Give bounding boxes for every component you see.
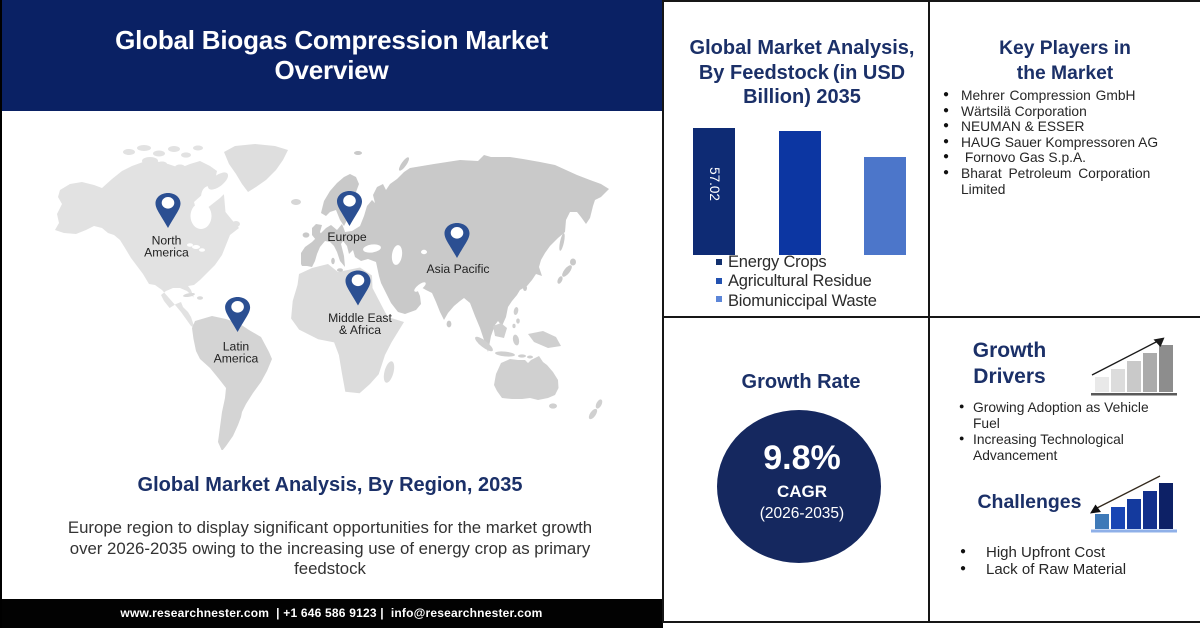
svg-text:Latin: Latin	[223, 340, 249, 354]
svg-text:Europe: Europe	[327, 230, 367, 244]
svg-text:Middle East: Middle East	[328, 311, 392, 325]
svg-text:North: North	[152, 234, 182, 248]
svg-text:America: America	[214, 352, 259, 366]
svg-text:Asia Pacific: Asia Pacific	[427, 262, 490, 276]
svg-text:& Africa: & Africa	[339, 323, 381, 337]
svg-text:America: America	[144, 246, 189, 260]
